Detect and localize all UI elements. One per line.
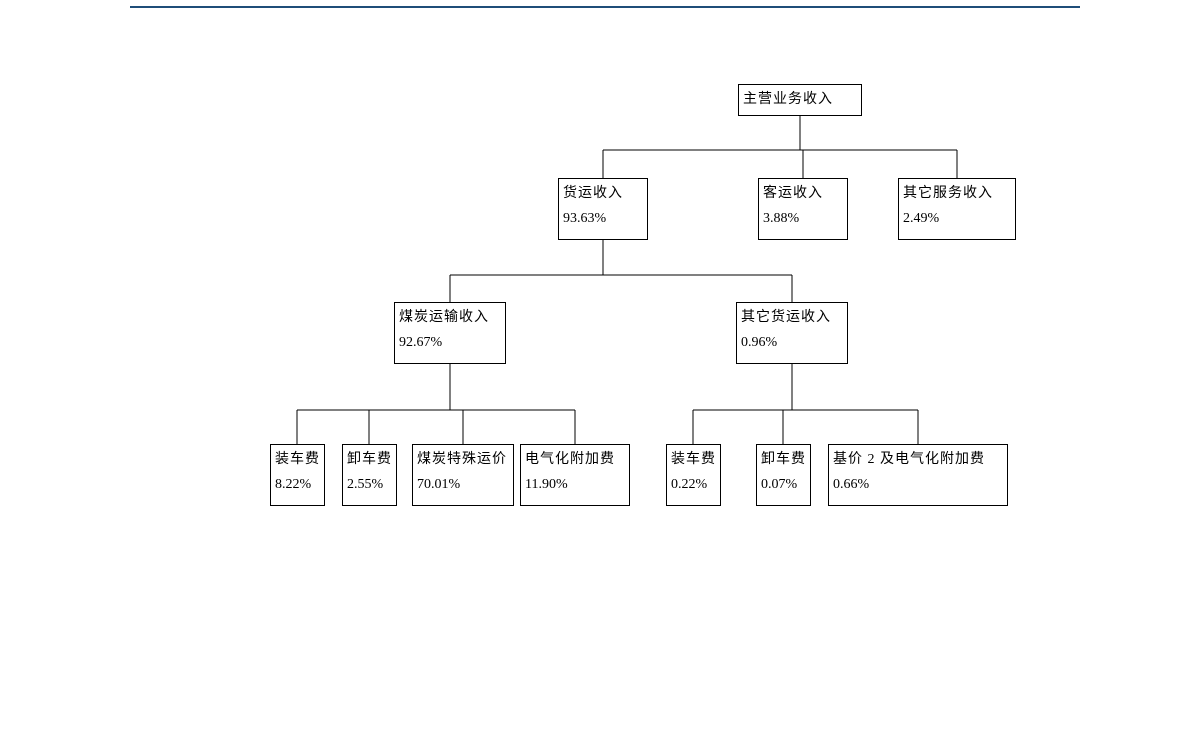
node-pct: 70.01% [417, 472, 509, 497]
node-base-price-2-and-elec-surcharge: 基价 2 及电气化附加费 0.66% [828, 444, 1008, 506]
node-electrification-surcharge-coal: 电气化附加费 11.90% [520, 444, 630, 506]
node-pct: 0.22% [671, 472, 716, 497]
node-label: 卸车费 [347, 447, 392, 472]
node-coal-transport-revenue: 煤炭运输收入 92.67% [394, 302, 506, 364]
top-rule [130, 6, 1080, 8]
node-label: 装车费 [275, 447, 320, 472]
node-pct: 2.49% [903, 206, 1011, 231]
node-loading-fee-other: 装车费 0.22% [666, 444, 721, 506]
node-passenger-revenue: 客运收入 3.88% [758, 178, 848, 240]
node-coal-special-price: 煤炭特殊运价 70.01% [412, 444, 514, 506]
node-label: 主营业务收入 [743, 87, 857, 112]
node-pct: 93.63% [563, 206, 643, 231]
node-pct: 0.66% [833, 472, 1003, 497]
node-label: 煤炭特殊运价 [417, 447, 509, 472]
node-pct: 11.90% [525, 472, 625, 497]
node-root: 主营业务收入 [738, 84, 862, 116]
node-pct: 0.07% [761, 472, 806, 497]
node-label: 货运收入 [563, 181, 643, 206]
node-label: 其它货运收入 [741, 305, 843, 330]
node-label: 卸车费 [761, 447, 806, 472]
node-pct: 8.22% [275, 472, 320, 497]
node-label: 客运收入 [763, 181, 843, 206]
node-pct: 0.96% [741, 330, 843, 355]
node-label: 煤炭运输收入 [399, 305, 501, 330]
node-unloading-fee-other: 卸车费 0.07% [756, 444, 811, 506]
node-pct: 2.55% [347, 472, 392, 497]
node-label: 其它服务收入 [903, 181, 1011, 206]
node-other-service-revenue: 其它服务收入 2.49% [898, 178, 1016, 240]
node-freight-revenue: 货运收入 93.63% [558, 178, 648, 240]
node-pct: 3.88% [763, 206, 843, 231]
node-loading-fee-coal: 装车费 8.22% [270, 444, 325, 506]
node-label: 装车费 [671, 447, 716, 472]
node-label: 电气化附加费 [525, 447, 625, 472]
node-label: 基价 2 及电气化附加费 [833, 447, 1003, 472]
node-other-freight-revenue: 其它货运收入 0.96% [736, 302, 848, 364]
node-unloading-fee-coal: 卸车费 2.55% [342, 444, 397, 506]
diagram-canvas: 主营业务收入 货运收入 93.63% 客运收入 3.88% 其它服务收入 2.4… [0, 0, 1190, 755]
connectors [0, 0, 1190, 755]
node-pct: 92.67% [399, 330, 501, 355]
